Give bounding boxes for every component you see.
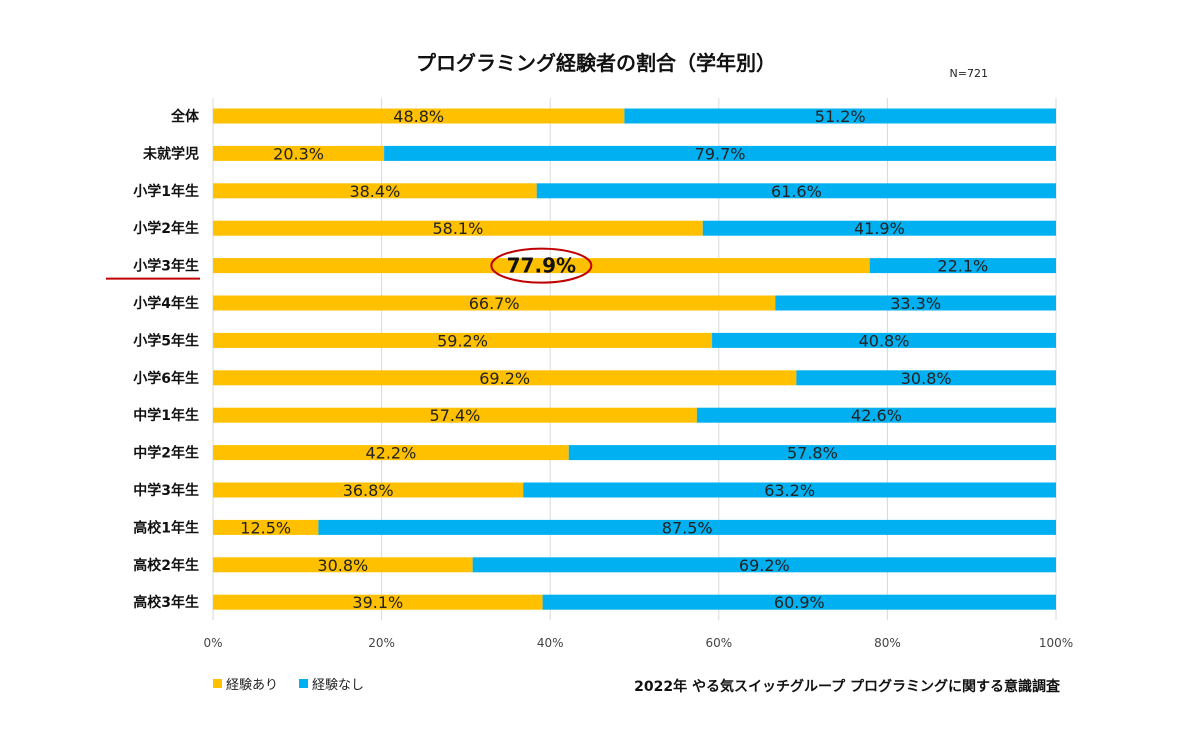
data-label-not-experienced: 87.5% — [662, 518, 713, 537]
bar-experienced — [213, 145, 385, 161]
data-label-not-experienced: 42.6% — [851, 406, 902, 425]
data-label-not-experienced: 41.9% — [854, 219, 905, 238]
data-label-experienced: 12.5% — [240, 518, 291, 537]
legend-swatch — [213, 679, 222, 688]
data-label-experienced: 58.1% — [432, 219, 483, 238]
bar-not-experienced — [712, 332, 1056, 348]
data-label-not-experienced: 61.6% — [771, 182, 822, 201]
data-label-not-experienced: 33.3% — [890, 294, 941, 313]
x-axis-ticks: 0% 20% 40% 60% 80% 100% — [203, 636, 1073, 650]
data-label-experienced: 66.7% — [469, 294, 520, 313]
data-label-experienced: 20.3% — [273, 144, 324, 163]
category-label: 小学1年生 — [133, 183, 199, 200]
data-label-experienced: 77.9% — [507, 254, 576, 278]
x-tick-label: 100% — [1039, 636, 1073, 650]
category-label: 小学2年生 — [133, 220, 199, 237]
data-label-not-experienced: 79.7% — [695, 144, 746, 163]
x-tick-label: 20% — [368, 636, 395, 650]
data-label-experienced: 36.8% — [343, 481, 394, 500]
data-label-not-experienced: 22.1% — [937, 257, 988, 276]
data-labels: 48.8% 51.2% 20.3% 79.7% 38.4% 61.6% 58.1% 41.9%… — [240, 107, 988, 612]
sample-size-label: N=721 — [950, 67, 988, 80]
bar-experienced — [213, 557, 473, 573]
data-label-not-experienced: 60.9% — [774, 593, 825, 612]
bar-not-experienced — [384, 145, 1056, 161]
bar-not-experienced — [536, 183, 1056, 199]
bar-not-experienced — [568, 445, 1056, 461]
bar-experienced — [213, 258, 870, 274]
data-label-not-experienced: 30.8% — [901, 369, 952, 388]
bar-not-experienced — [318, 519, 1056, 535]
category-label: 小学5年生 — [133, 332, 199, 349]
bar-experienced — [213, 108, 625, 124]
bar-experienced — [213, 445, 569, 461]
data-label-experienced: 59.2% — [437, 331, 488, 350]
data-label-experienced: 69.2% — [479, 369, 530, 388]
bar-experienced — [213, 407, 697, 423]
category-label: 中学2年生 — [133, 445, 199, 462]
bars — [213, 108, 1056, 610]
category-label: 全体 — [170, 108, 200, 125]
x-tick-label: 40% — [537, 636, 564, 650]
highlight-circle — [490, 247, 593, 284]
category-labels: 全体未就学児小学1年生小学2年生小学3年生小学4年生小学5年生小学6年生中学1年… — [106, 108, 200, 611]
x-tick-label: 80% — [874, 636, 901, 650]
bar-experienced — [213, 370, 797, 386]
data-label-experienced: 42.2% — [365, 444, 416, 463]
bar-not-experienced — [702, 220, 1056, 236]
data-label-not-experienced: 69.2% — [739, 556, 790, 575]
data-label-not-experienced: 51.2% — [815, 107, 866, 126]
legend: 経験あり 経験なし — [213, 678, 364, 693]
category-label: 小学4年生 — [133, 295, 199, 312]
category-label: 未就学児 — [143, 145, 199, 162]
x-tick-label: 0% — [203, 636, 222, 650]
data-label-experienced: 39.1% — [352, 593, 403, 612]
bar-experienced — [213, 183, 537, 199]
legend-label: 経験あり — [226, 678, 278, 693]
bar-not-experienced — [523, 482, 1056, 498]
data-label-not-experienced: 40.8% — [859, 331, 910, 350]
source-note: 2022年 やる気スイッチグループ プログラミングに関する意識調査 — [634, 678, 1061, 695]
data-label-experienced: 57.4% — [430, 406, 481, 425]
data-label-not-experienced: 57.8% — [787, 444, 838, 463]
data-label-experienced: 48.8% — [393, 107, 444, 126]
data-label-experienced: 38.4% — [349, 182, 400, 201]
bar-experienced — [213, 482, 524, 498]
bar-experienced — [213, 295, 776, 311]
category-label: 高校3年生 — [133, 594, 199, 611]
category-label: 高校2年生 — [133, 557, 199, 574]
category-label: 中学1年生 — [133, 407, 199, 424]
bar-not-experienced — [624, 108, 1056, 124]
bar-not-experienced — [869, 258, 1056, 274]
data-label-experienced: 30.8% — [317, 556, 368, 575]
bar-not-experienced — [775, 295, 1056, 311]
data-label-not-experienced: 63.2% — [764, 481, 815, 500]
gridlines — [212, 98, 1057, 620]
bar-not-experienced — [472, 557, 1056, 573]
x-tick-label: 60% — [705, 636, 732, 650]
category-label: 高校1年生 — [133, 519, 199, 536]
bar-experienced — [213, 332, 713, 348]
category-label: 小学6年生 — [133, 370, 199, 387]
bar-experienced — [213, 220, 703, 236]
bar-not-experienced — [542, 594, 1056, 610]
bar-not-experienced — [696, 407, 1056, 423]
bar-experienced — [213, 594, 543, 610]
legend-swatch — [299, 679, 308, 688]
bar-experienced — [213, 519, 319, 535]
category-label: 中学3年生 — [133, 482, 199, 499]
category-label: 小学3年生 — [133, 258, 199, 275]
chart-title: プログラミング経験者の割合（学年別） — [416, 51, 776, 75]
legend-label: 経験なし — [312, 678, 364, 693]
bar-not-experienced — [796, 370, 1056, 386]
